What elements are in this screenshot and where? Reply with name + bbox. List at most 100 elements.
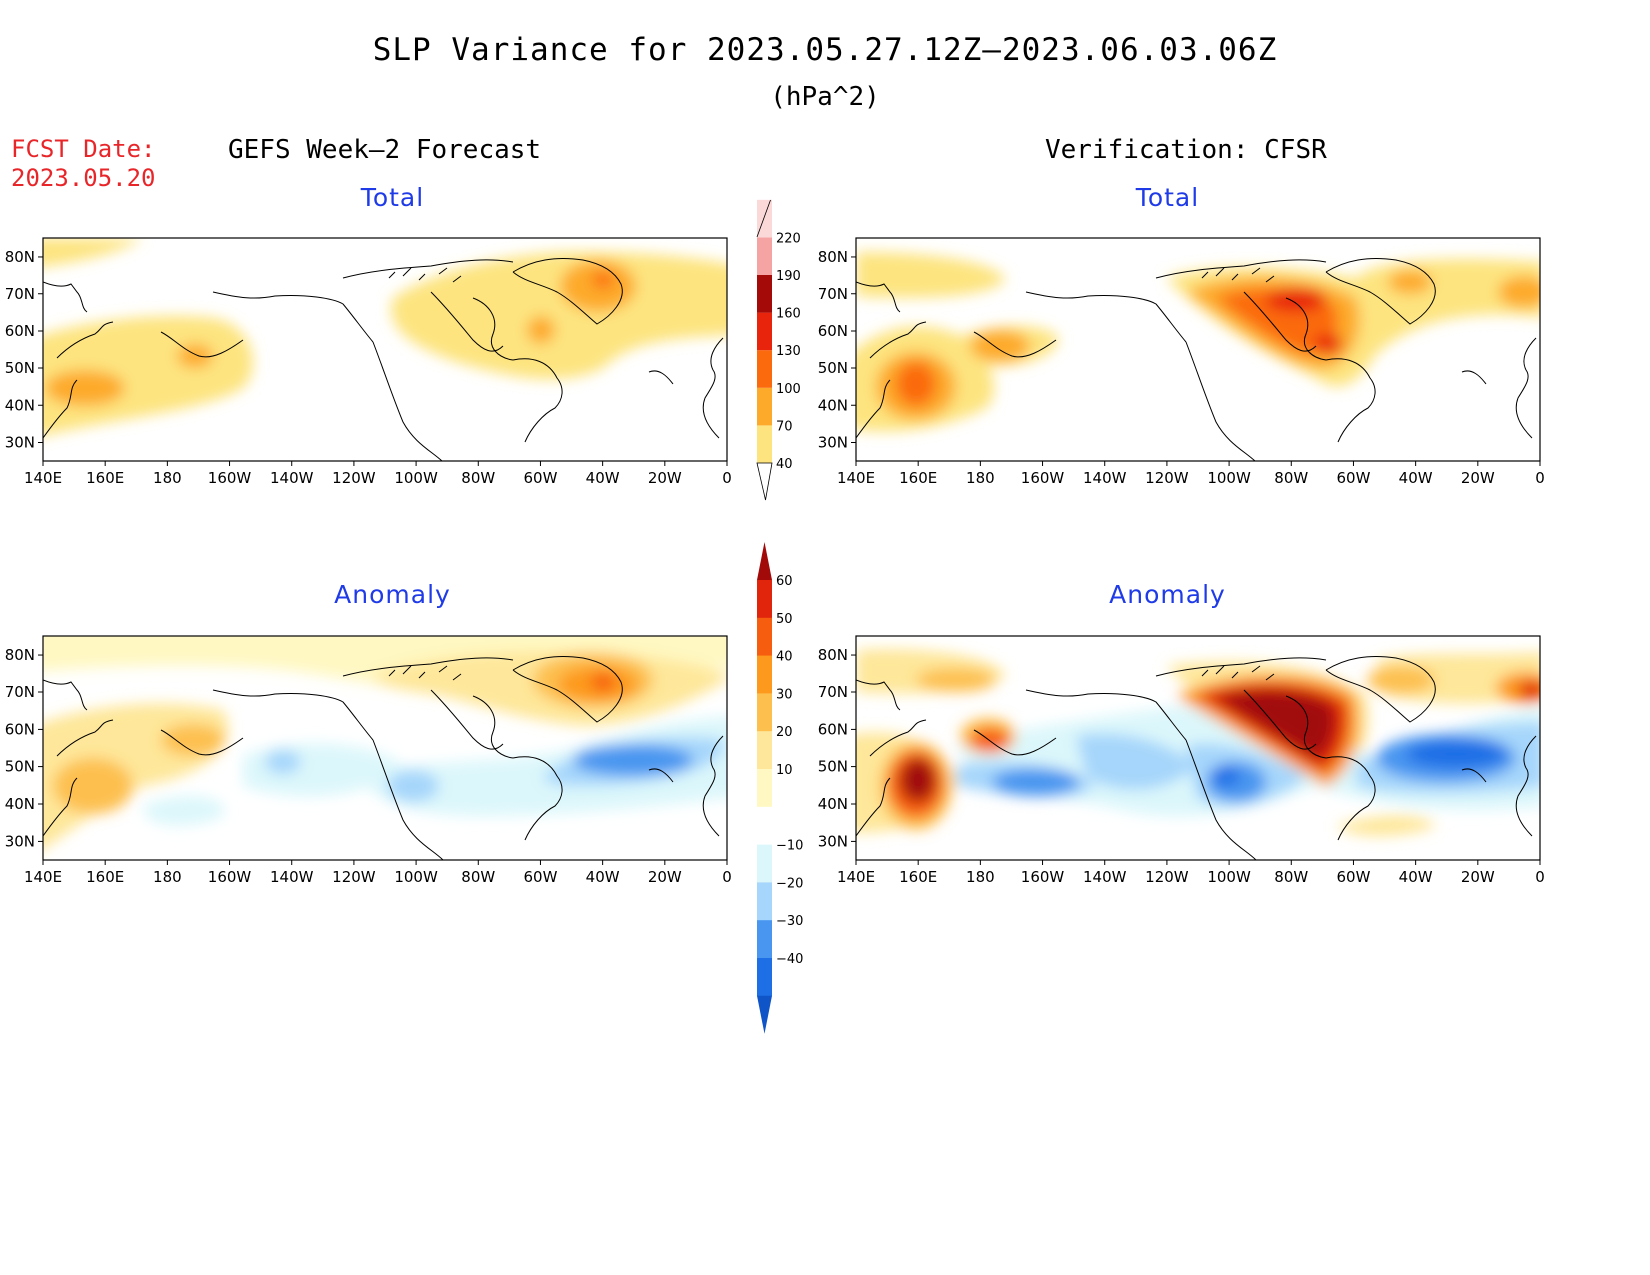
lat-tick-label: 30N: [5, 832, 35, 850]
lat-tick-label: 30N: [818, 832, 848, 850]
colorbar-total-box: [757, 425, 772, 463]
lat-tick-label: 30N: [818, 433, 848, 451]
lat-tick-label: 80N: [5, 646, 35, 664]
colorbar-anomaly-label: 10: [776, 763, 793, 778]
left-column-header: GEFS Week–2 Forecast: [228, 135, 542, 165]
lon-tick-label: 100W: [394, 469, 438, 487]
lon-tick-label: 160W: [208, 469, 252, 487]
colorbar-anomaly-box: [757, 769, 772, 808]
colorbar-anomaly-box: [757, 693, 772, 732]
colorbar-total-box: [757, 312, 772, 351]
lon-tick-label: 160W: [1021, 868, 1065, 886]
lat-tick-label: 50N: [818, 359, 848, 377]
lat-tick-label: 80N: [5, 248, 35, 266]
lon-tick-label: 160W: [208, 868, 252, 886]
lon-tick-label: 40W: [586, 469, 620, 487]
lon-tick-label: 60W: [1336, 469, 1370, 487]
lon-tick-label: 120W: [1145, 868, 1189, 886]
colorbar-total-label: 40: [776, 457, 793, 472]
lat-tick-label: 70N: [5, 285, 35, 303]
lon-tick-label: 140W: [270, 868, 314, 886]
lon-tick-label: 100W: [1207, 868, 1251, 886]
lon-tick-label: 100W: [394, 868, 438, 886]
colorbar-anomaly-label: −20: [776, 876, 803, 891]
lon-tick-label: 40W: [1399, 868, 1433, 886]
lon-tick-label: 120W: [332, 868, 376, 886]
lat-tick-label: 40N: [818, 396, 848, 414]
lat-tick-label: 50N: [818, 758, 848, 776]
lat-tick-label: 50N: [5, 758, 35, 776]
lon-tick-label: 180: [153, 469, 182, 487]
forecast-date: FCST Date: 2023.05.20: [11, 135, 156, 193]
lon-tick-label: 0: [1535, 469, 1545, 487]
lat-tick-label: 80N: [818, 646, 848, 664]
lon-tick-label: 80W: [1274, 868, 1308, 886]
lon-tick-label: 180: [153, 868, 182, 886]
lat-tick-label: 40N: [818, 795, 848, 813]
axis-labels: 140E 160E 180 160W 140W 120W 100W 80W 60W 40W 20W 0…: [5, 248, 1545, 886]
forecast-date-value: 2023.05.20: [11, 164, 156, 192]
colorbar-anomaly-upper-arrow: [757, 542, 772, 580]
lat-tick-label: 40N: [5, 396, 35, 414]
lon-tick-label: 40W: [586, 868, 620, 886]
lon-tick-label: 140E: [24, 868, 62, 886]
lon-tick-label: 140W: [1083, 868, 1127, 886]
lon-tick-label: 20W: [1461, 868, 1495, 886]
panel-subtitle-verification-anomaly: Anomaly: [1109, 580, 1226, 609]
lon-tick-label: 140E: [24, 469, 62, 487]
colorbar-anomaly-box: [757, 958, 772, 997]
lon-tick-label: 80W: [1274, 469, 1308, 487]
lon-tick-label: 140E: [837, 868, 875, 886]
colorbar-anomaly-box: [757, 920, 772, 959]
lat-tick-label: 80N: [818, 248, 848, 266]
lon-tick-label: 80W: [461, 469, 495, 487]
panel-subtitle-verification-total: Total: [1135, 183, 1200, 212]
lon-tick-label: 100W: [1207, 469, 1251, 487]
colorbar-anomaly-box: [757, 731, 772, 770]
map-panel-forecast-total: [42, 237, 728, 462]
lon-tick-label: 140W: [270, 469, 314, 487]
colorbar-anomaly-lower-arrow: [757, 995, 772, 1034]
colorbar-anomaly-box: [757, 617, 772, 657]
colorbar-anomaly-box: [757, 655, 772, 694]
lat-tick-label: 60N: [5, 720, 35, 738]
lat-tick-label: 50N: [5, 359, 35, 377]
lon-tick-label: 60W: [523, 469, 557, 487]
colorbar-anomaly-box: [757, 806, 772, 846]
lon-tick-label: 180: [966, 469, 995, 487]
right-column-header: Verification: CFSR: [1045, 135, 1327, 165]
lon-tick-label: 180: [966, 868, 995, 886]
colorbar-total-box: [757, 199, 772, 238]
colorbar-anomaly-label: −30: [776, 914, 803, 929]
colorbar-anomaly-box: [757, 580, 772, 619]
lon-tick-label: 0: [1535, 868, 1545, 886]
page-title: SLP Variance for 2023.05.27.12Z–2023.06.…: [372, 32, 1278, 68]
lat-tick-label: 60N: [5, 322, 35, 340]
colorbar-anomaly-label: −40: [776, 952, 803, 967]
map-panel-verification-anomaly: [855, 635, 1541, 861]
colorbar-total-upper-edge: [756, 199, 771, 238]
lat-tick-label: 60N: [818, 322, 848, 340]
lon-tick-label: 60W: [1336, 868, 1370, 886]
colorbar-total-lower-arrow: [756, 462, 773, 501]
colorbar-anomaly-label: 50: [776, 612, 793, 627]
lon-tick-label: 160W: [1021, 469, 1065, 487]
lon-tick-label: 20W: [1461, 469, 1495, 487]
colorbar-total-label: 70: [776, 419, 793, 434]
lat-tick-label: 30N: [5, 433, 35, 451]
colorbar-anomaly-label: 20: [776, 725, 793, 740]
lon-tick-label: 0: [722, 868, 732, 886]
lon-tick-label: 120W: [1145, 469, 1189, 487]
lon-tick-label: 160E: [86, 868, 124, 886]
colorbar-anomaly-label: 30: [776, 687, 793, 702]
colorbar-total-box: [757, 237, 772, 275]
panel-subtitle-forecast-total: Total: [360, 183, 425, 212]
lon-tick-label: 160E: [899, 868, 937, 886]
colorbar-total-label: 160: [776, 307, 801, 322]
map-panel-forecast-anomaly: [42, 635, 728, 861]
lon-tick-label: 160E: [86, 469, 124, 487]
lon-tick-label: 20W: [648, 469, 682, 487]
colorbar-anomaly-label: 40: [776, 650, 793, 665]
colorbar-anomaly: 60 50 40 30 20 10 −10 −20 −30 −40: [757, 542, 803, 1034]
